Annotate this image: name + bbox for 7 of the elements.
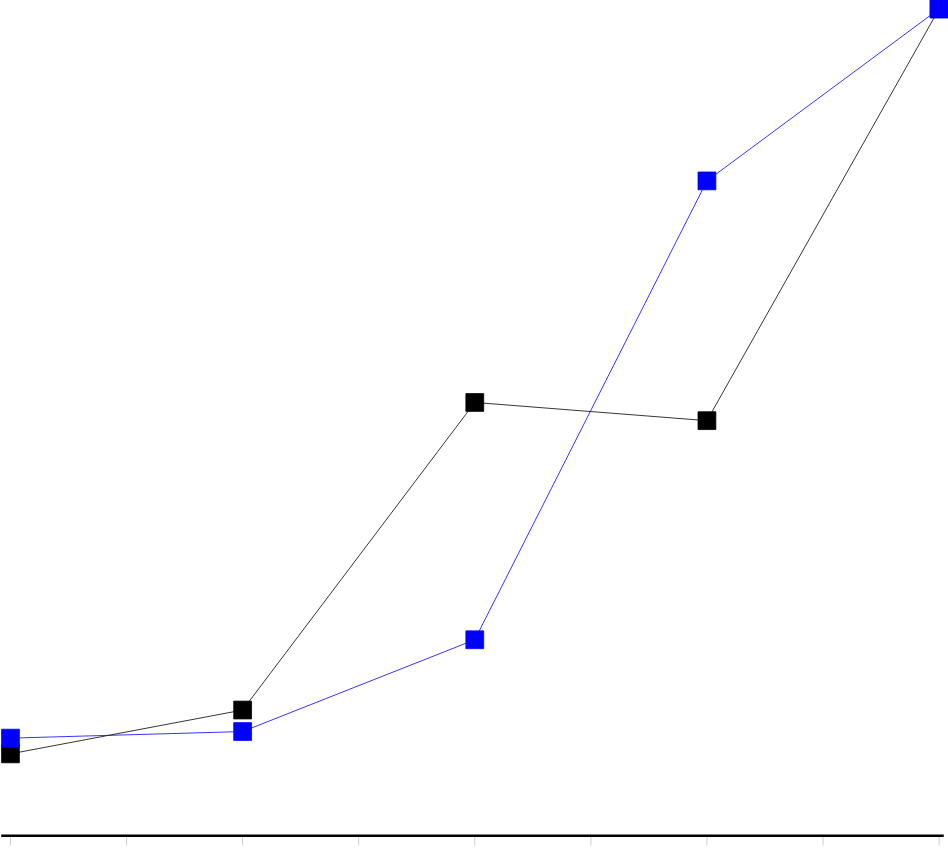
point bbox=[697, 411, 717, 431]
point bbox=[465, 630, 485, 650]
point bbox=[697, 171, 717, 191]
point bbox=[1, 729, 20, 748]
point bbox=[465, 393, 485, 413]
point bbox=[233, 701, 252, 720]
point bbox=[233, 722, 252, 742]
